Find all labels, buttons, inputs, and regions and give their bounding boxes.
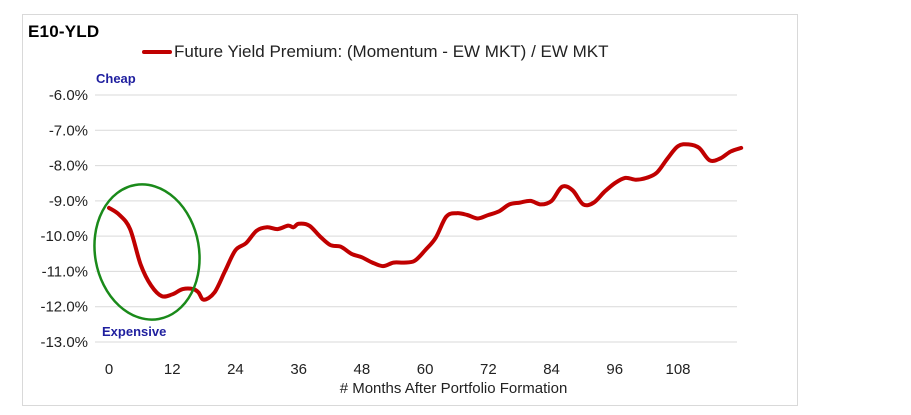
y-tick-label: -10.0% bbox=[40, 228, 88, 245]
gridlines bbox=[95, 94, 737, 343]
y-axis-ticks: -6.0% -7.0% -8.0% -9.0% -10.0% -11.0% -12.0% -1… bbox=[40, 87, 88, 351]
chart-frame bbox=[22, 14, 798, 406]
x-tick-label: 84 bbox=[543, 361, 560, 378]
x-tick-label: 48 bbox=[354, 361, 371, 378]
y-tick-label: -12.0% bbox=[40, 299, 88, 316]
y-tick-label: -8.0% bbox=[49, 158, 88, 175]
highlight-ellipse bbox=[93, 183, 201, 321]
x-tick-label: 72 bbox=[480, 361, 497, 378]
series-group bbox=[107, 142, 744, 302]
y-tick-label: -9.0% bbox=[49, 193, 88, 210]
y-tick-label: -6.0% bbox=[49, 87, 88, 104]
x-tick-label: 12 bbox=[164, 361, 181, 378]
annotation-expensive: Expensive bbox=[102, 324, 167, 339]
x-axis-ticks: 0 12 24 36 48 60 72 84 96 108 bbox=[105, 361, 691, 378]
x-axis-label-wrap: # Months After Portfolio Formation bbox=[0, 380, 911, 397]
y-tick-label: -11.0% bbox=[42, 263, 88, 280]
x-tick-label: 24 bbox=[227, 361, 244, 378]
annotation-cheap: Cheap bbox=[96, 71, 136, 86]
x-tick-label: 108 bbox=[665, 361, 690, 378]
legend: Future Yield Premium: (Momentum - EW MKT… bbox=[142, 42, 609, 62]
x-tick-label: 60 bbox=[417, 361, 434, 378]
x-tick-label: 0 bbox=[105, 361, 113, 378]
x-axis-label: # Months After Portfolio Formation bbox=[339, 380, 568, 397]
legend-swatch bbox=[142, 50, 172, 54]
series-line bbox=[107, 142, 744, 302]
x-tick-label: 36 bbox=[290, 361, 307, 378]
y-tick-label: -13.0% bbox=[40, 334, 88, 351]
x-tick-label: 96 bbox=[606, 361, 623, 378]
y-tick-label: -7.0% bbox=[49, 122, 88, 139]
chart-title: E10-YLD bbox=[28, 22, 100, 41]
legend-label: Future Yield Premium: (Momentum - EW MKT… bbox=[174, 42, 609, 61]
